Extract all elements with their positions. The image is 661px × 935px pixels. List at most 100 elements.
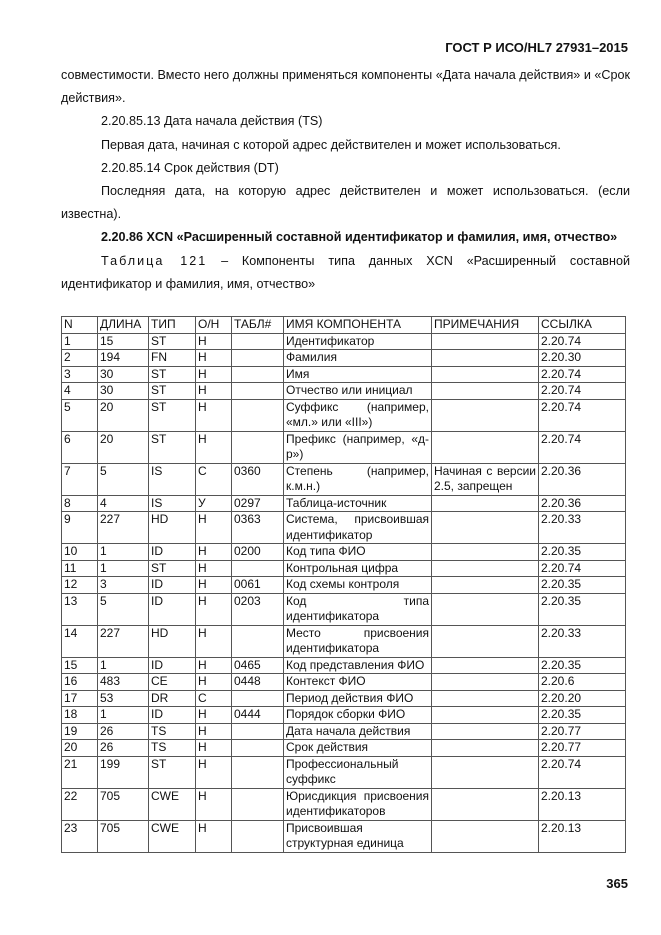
table-cell: TS — [148, 722, 196, 740]
table-cell: 5 — [61, 398, 98, 432]
table-cell: IS — [148, 462, 196, 496]
table-cell: 12 — [61, 576, 98, 594]
table-cell: Н — [195, 332, 232, 350]
table-cell — [231, 365, 284, 383]
table-row: 10 1 ID Н 0200 Код типа ФИО 2.20.35 — [61, 543, 626, 561]
table-cell: Н — [195, 543, 232, 561]
table-cell: Контекст ФИО — [283, 673, 432, 691]
table-cell: Отчество или инициал — [283, 382, 432, 400]
table-cell: 0448 — [231, 673, 284, 691]
table-cell: 2.20.6 — [538, 673, 626, 691]
table-cell: 2.20.13 — [538, 819, 626, 853]
table-cell: 1 — [61, 332, 98, 350]
table-cell: Н — [195, 559, 232, 577]
table-row: 7 5 IS С 0360 Степень (например, к.м.н.) Начин… — [61, 462, 626, 496]
components-table: N ДЛИНА ТИП О/Н ТАБЛ# ИМЯ КОМПОНЕНТА ПРИМЕЧАНИ… — [61, 316, 626, 853]
table-cell: Фамилия — [283, 349, 432, 367]
table-cell: 0203 — [231, 592, 284, 626]
table-cell — [431, 819, 539, 853]
table-cell — [231, 722, 284, 740]
table-cell — [231, 430, 284, 464]
table-cell — [431, 365, 539, 383]
table-cell: Н — [195, 511, 232, 544]
table-cell: Н — [195, 739, 232, 757]
table-cell: 4 — [61, 382, 98, 400]
table-cell: 7 — [61, 462, 98, 496]
table-cell: 2.20.36 — [538, 494, 626, 512]
table-cell: Место присвоения идентификатора — [283, 624, 432, 658]
table-cell: Код типа ФИО — [283, 543, 432, 561]
column-header: ССЫЛКА — [538, 316, 626, 334]
column-header: ТАБЛ# — [231, 316, 284, 334]
table-cell — [431, 511, 539, 544]
table-cell: 9 — [61, 511, 98, 544]
table-cell — [231, 739, 284, 757]
table-cell: Н — [195, 722, 232, 740]
table-cell — [431, 722, 539, 740]
table-cell: 53 — [97, 689, 149, 707]
table-cell — [431, 787, 539, 821]
table-header-row: N ДЛИНА ТИП О/Н ТАБЛ# ИМЯ КОМПОНЕНТА ПРИМЕЧАНИ… — [61, 316, 626, 334]
body-text: совместимости. Вместо него должны примен… — [61, 64, 630, 296]
table-cell: 26 — [97, 722, 149, 740]
table-cell: Имя — [283, 365, 432, 383]
table-cell — [431, 559, 539, 577]
table-cell: 2.20.77 — [538, 739, 626, 757]
table-cell: 2.20.35 — [538, 576, 626, 594]
table-cell: Идентификатор — [283, 332, 432, 350]
table-cell — [231, 332, 284, 350]
table-cell: Н — [195, 398, 232, 432]
table-cell: Суффикс (например, «мл.» или «III») — [283, 398, 432, 432]
table-cell: 2.20.35 — [538, 592, 626, 626]
table-cell: HD — [148, 624, 196, 658]
table-cell: ID — [148, 706, 196, 724]
table-cell: ID — [148, 576, 196, 594]
table-cell: С — [195, 689, 232, 707]
table-cell: 2 — [61, 349, 98, 367]
table-cell — [431, 706, 539, 724]
table-row: 21 199 ST Н Профессиональный суффикс 2.20.74 — [61, 755, 626, 789]
table-row: 15 1 ID Н 0465 Код представления ФИО 2.20.35 — [61, 656, 626, 674]
table-cell — [231, 559, 284, 577]
table-cell: 2.20.74 — [538, 559, 626, 577]
table-row: 14 227 HD Н Место присвоения идентификатора 2… — [61, 624, 626, 658]
table-cell: Дата начала действия — [283, 722, 432, 740]
table-cell — [231, 755, 284, 789]
table-cell: ID — [148, 592, 196, 626]
table-cell: 14 — [61, 624, 98, 658]
table-cell: 705 — [97, 819, 149, 853]
table-row: 6 20 ST Н Префикс (например, «д-р») 2.20.74 — [61, 430, 626, 464]
table-cell — [431, 656, 539, 674]
table-cell: 2.20.35 — [538, 543, 626, 561]
table-cell: У — [195, 494, 232, 512]
table-cell: Начиная с версии 2.5, запрещен — [431, 462, 539, 496]
table-cell: Система, присвоившая идентификатор — [283, 511, 432, 544]
table-cell: 705 — [97, 787, 149, 821]
table-cell: Юрисдикция присвоения идентификаторов — [283, 787, 432, 821]
table-cell: Н — [195, 430, 232, 464]
table-cell: 13 — [61, 592, 98, 626]
column-header: ИМЯ КОМПОНЕНТА — [283, 316, 432, 334]
table-row: 20 26 TS Н Срок действия 2.20.77 — [61, 739, 626, 757]
table-cell: Период действия ФИО — [283, 689, 432, 707]
table-cell: DR — [148, 689, 196, 707]
table-cell: 1 — [97, 706, 149, 724]
table-row: 2 194 FN Н Фамилия 2.20.30 — [61, 349, 626, 367]
table-cell: TS — [148, 739, 196, 757]
table-cell — [231, 382, 284, 400]
table-cell: Порядок сборки ФИО — [283, 706, 432, 724]
table-cell: 0360 — [231, 462, 284, 496]
table-cell: Срок действия — [283, 739, 432, 757]
page-number: 365 — [606, 876, 628, 891]
table-cell — [431, 543, 539, 561]
table-cell — [231, 787, 284, 821]
table-cell: 2.20.35 — [538, 706, 626, 724]
subsection-heading: 2.20.85.14 Срок действия (DT) — [101, 160, 279, 175]
table-cell: ST — [148, 332, 196, 350]
table-cell: 0444 — [231, 706, 284, 724]
table-row: 22 705 CWE Н Юрисдикция присвоения идентифик… — [61, 787, 626, 821]
paragraph: Последняя дата, на которую адрес действи… — [61, 184, 630, 222]
table-cell: CWE — [148, 787, 196, 821]
table-cell: 15 — [61, 656, 98, 674]
table-cell: 5 — [97, 462, 149, 496]
